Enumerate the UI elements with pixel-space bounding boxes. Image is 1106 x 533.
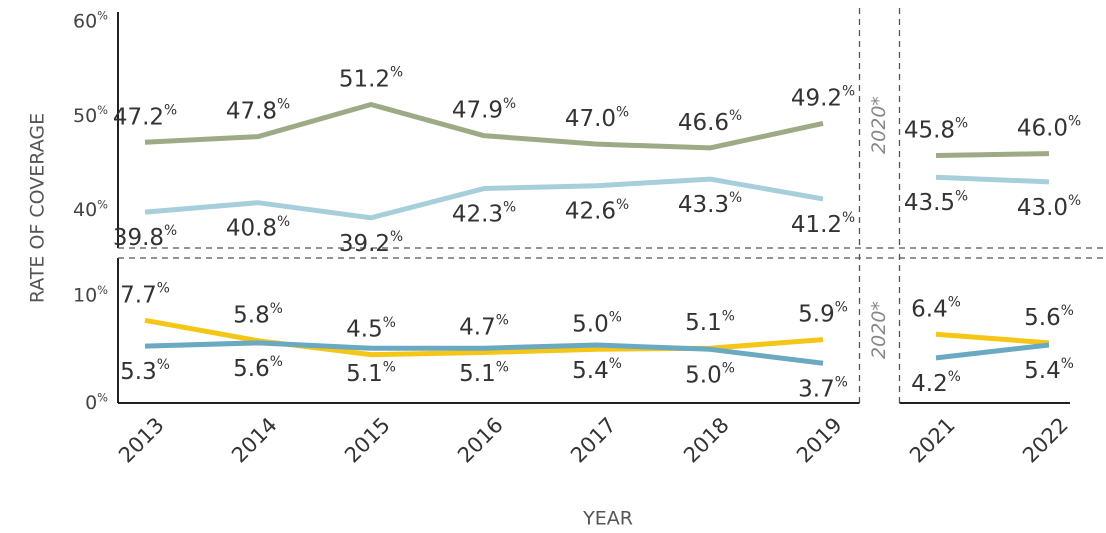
data-label: 40.8% — [226, 214, 290, 241]
y-axis-label: RATE OF COVERAGE — [27, 113, 49, 303]
x-tick-label: 2018 — [679, 413, 734, 468]
data-label: 5.0% — [685, 360, 735, 387]
data-label: 5.9% — [798, 300, 848, 327]
data-label: 6.4% — [911, 294, 961, 321]
data-label: 42.3% — [452, 200, 516, 227]
x-tick-label: 2016 — [453, 413, 508, 468]
data-label: 43.3% — [678, 190, 742, 217]
data-label: 47.0% — [565, 104, 629, 131]
data-label: 3.7% — [798, 374, 848, 401]
y-tick-label: 40% — [73, 197, 108, 221]
data-label: 47.8% — [226, 97, 290, 124]
data-label: 47.2% — [113, 102, 177, 129]
data-label: 51.2% — [339, 65, 403, 92]
x-tick-label: 2015 — [340, 413, 395, 468]
data-label: 5.1% — [346, 359, 396, 386]
annotation: 2020* — [868, 96, 890, 154]
data-label: 7.7% — [120, 280, 170, 307]
x-tick-label: 2014 — [227, 413, 282, 468]
x-tick-label: 2019 — [792, 413, 847, 468]
data-label: 5.4% — [572, 356, 622, 383]
x-tick-label: 2013 — [114, 413, 169, 468]
data-label: 49.2% — [791, 83, 855, 110]
y-tick-label: 50% — [73, 103, 108, 127]
data-label: 45.8% — [904, 116, 968, 143]
data-label: 5.6% — [1024, 303, 1074, 330]
data-label: 39.8% — [113, 223, 177, 250]
data-label: 43.0% — [1017, 193, 1081, 220]
data-label: 4.2% — [911, 369, 961, 396]
series-line — [144, 174, 1050, 221]
series-line — [144, 102, 1050, 158]
x-tick-label: 2022 — [1018, 413, 1073, 468]
data-label: 41.2% — [791, 210, 855, 237]
data-label: 39.2% — [339, 229, 403, 256]
x-tick-label: 2021 — [905, 413, 960, 468]
data-label: 4.5% — [346, 315, 396, 342]
annotation: 2020* — [868, 301, 890, 359]
y-tick-label: 0% — [85, 390, 108, 414]
data-label: 5.3% — [120, 357, 170, 384]
y-tick-label: 10% — [73, 282, 108, 306]
data-label: 5.1% — [459, 359, 509, 386]
data-label: 5.1% — [685, 308, 735, 335]
data-label: 5.6% — [233, 354, 283, 381]
data-label: 42.6% — [565, 197, 629, 224]
y-tick-label: 60% — [73, 8, 108, 32]
data-label: 5.0% — [572, 309, 622, 336]
data-label: 4.7% — [459, 313, 509, 340]
x-tick-label: 2017 — [566, 413, 621, 468]
data-label: 5.4% — [1024, 356, 1074, 383]
series-line — [144, 340, 1050, 366]
data-label: 43.5% — [904, 188, 968, 215]
x-axis-label: YEAR — [582, 508, 633, 530]
data-label: 47.9% — [452, 96, 516, 123]
data-label: 46.0% — [1017, 114, 1081, 141]
data-label: 5.8% — [233, 301, 283, 328]
data-label: 46.6% — [678, 108, 742, 135]
